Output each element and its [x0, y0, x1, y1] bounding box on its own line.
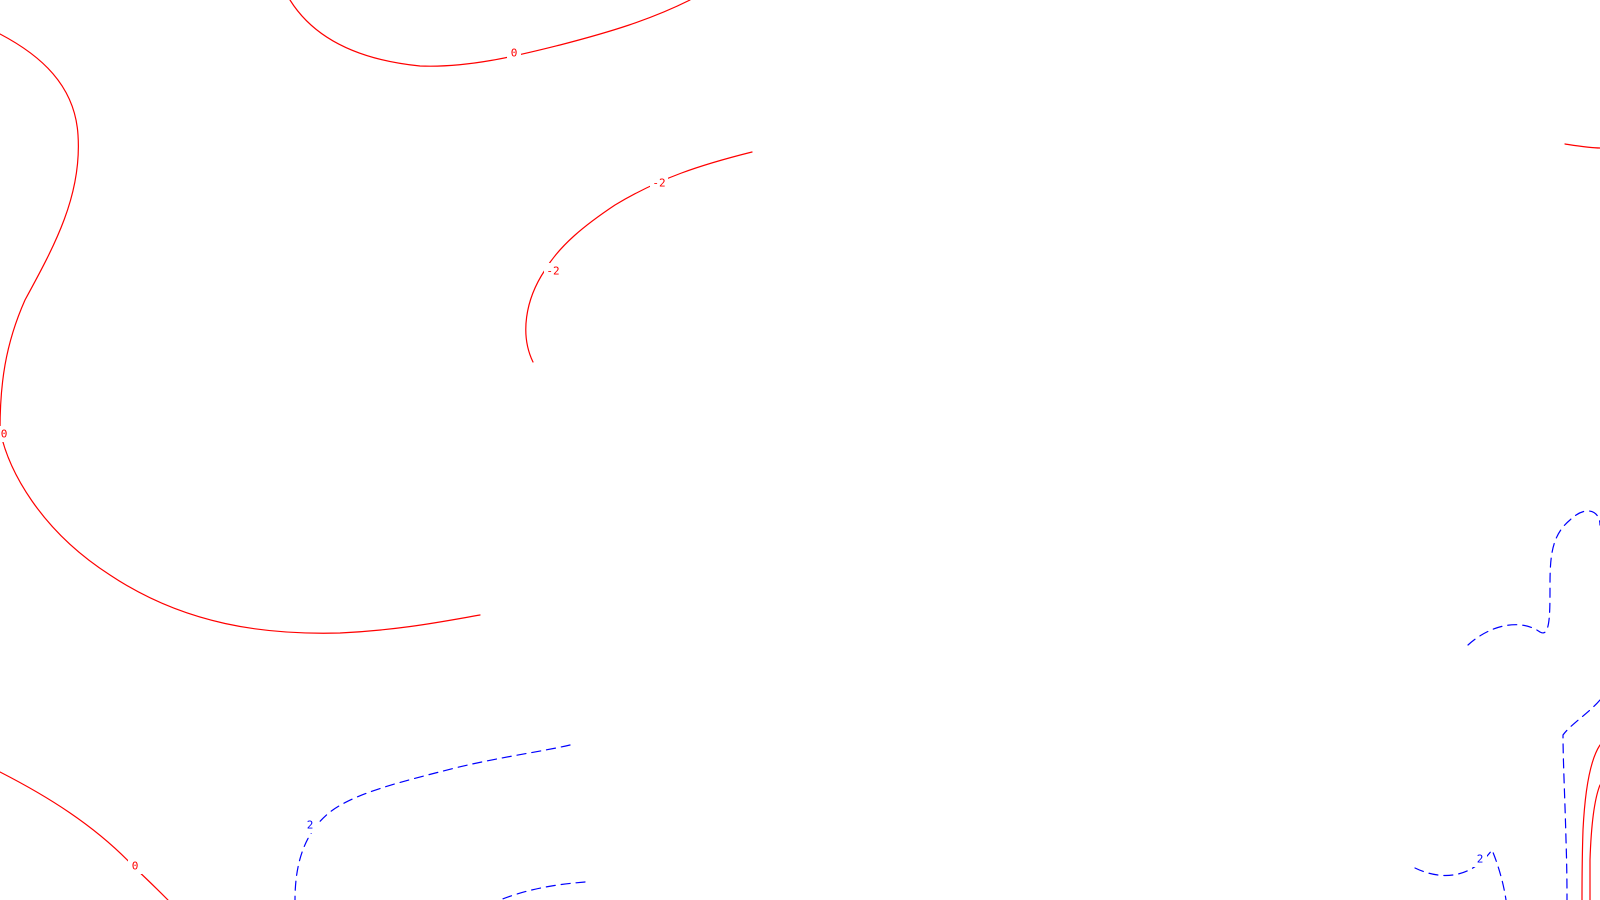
contour-label-plus2-right: 2 — [1473, 851, 1487, 867]
contour-line-2-right-vertical — [1562, 699, 1600, 900]
svg-text:0: 0 — [132, 860, 139, 873]
contour-label-zero-left: 0 — [0, 426, 10, 442]
contour-line-2-right-loop — [1467, 510, 1600, 646]
contour-labels: 0 -2 -2 0 0 2 2 — [0, 45, 1487, 874]
svg-text:2: 2 — [307, 819, 314, 832]
svg-text:-2: -2 — [546, 265, 559, 278]
contour-label-plus2-left: 2 — [303, 817, 317, 833]
contour-line-0-top — [289, 0, 691, 67]
contour-label-minus2-lower: -2 — [544, 263, 562, 279]
svg-text:-2: -2 — [652, 177, 665, 190]
svg-text:2: 2 — [1477, 853, 1484, 866]
contour-lines-blue — [294, 510, 1600, 900]
contour-label-zero-bottom: 0 — [128, 858, 142, 874]
contour-line-2-bottom — [294, 744, 571, 900]
contour-line-edge-top-right — [1564, 143, 1600, 149]
contour-line-minus2 — [525, 151, 753, 363]
contour-label-minus2-upper: -2 — [650, 175, 668, 191]
contour-line-edge-right-2 — [1589, 784, 1600, 900]
svg-text:0: 0 — [511, 47, 518, 60]
svg-text:0: 0 — [1, 428, 8, 441]
contour-line-2-bottom-small — [499, 881, 586, 900]
contour-label-zero-top: 0 — [507, 45, 521, 61]
contour-line-2-bottom-right — [1414, 849, 1507, 900]
contour-line-0-bottom-left — [0, 771, 169, 900]
contour-line-edge-right-1 — [1581, 744, 1600, 900]
contour-line-0-left — [0, 33, 481, 634]
